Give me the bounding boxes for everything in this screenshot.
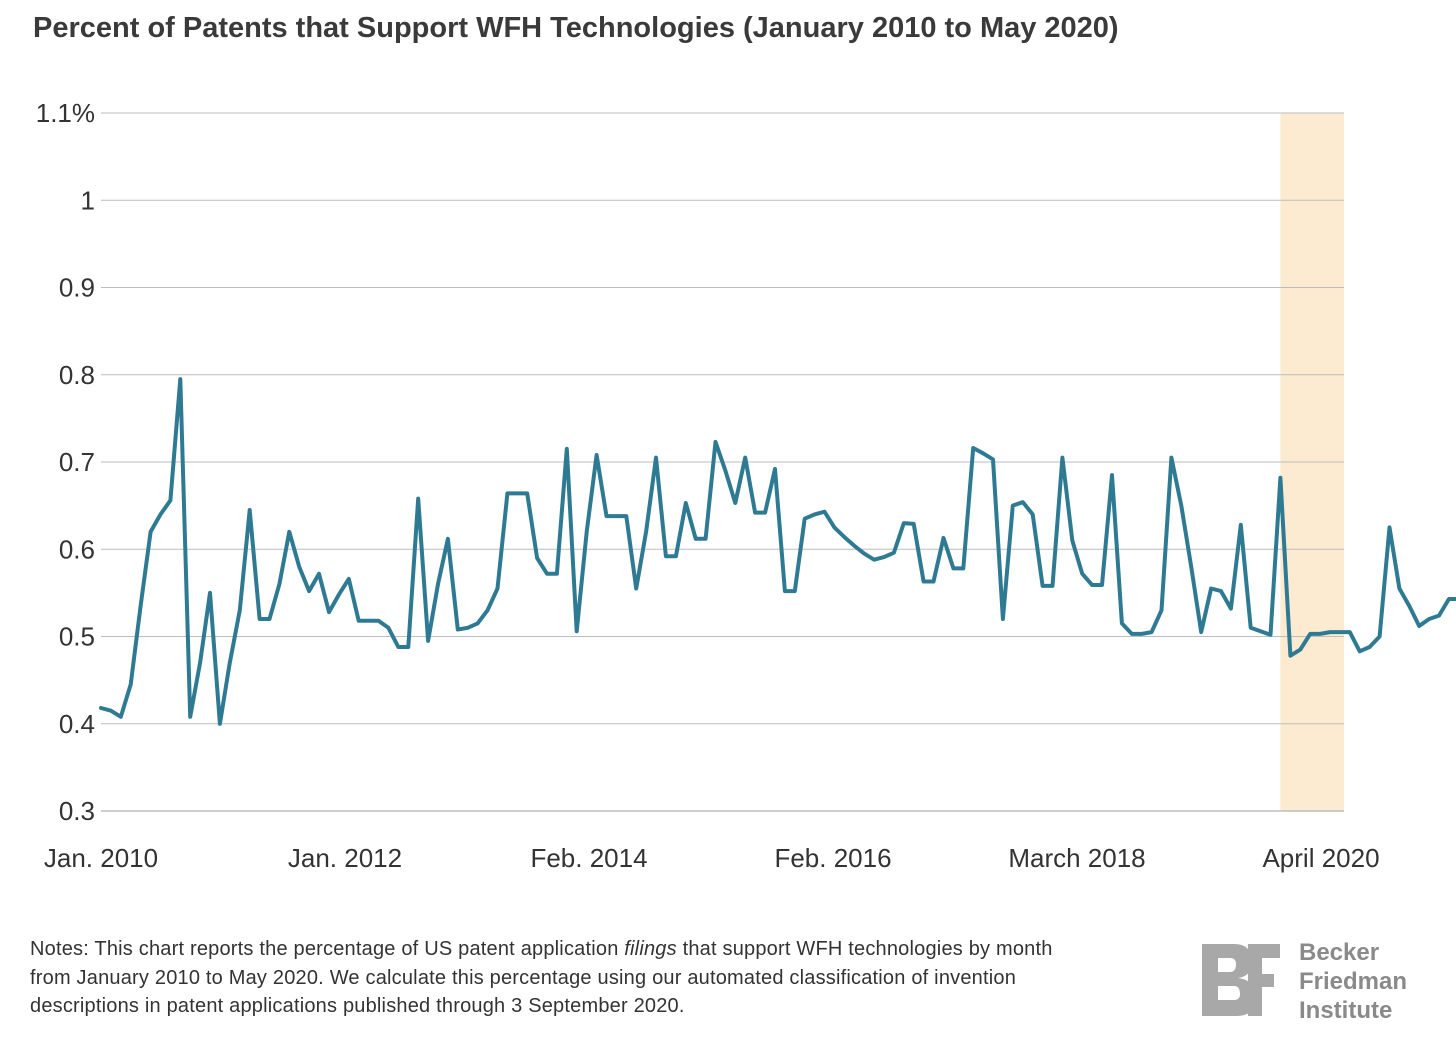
notes-italic-word: filings bbox=[624, 938, 677, 960]
x-tick-label: April 2020 bbox=[1262, 843, 1379, 873]
y-tick-label: 0.5 bbox=[59, 622, 95, 652]
x-tick-label: Feb. 2016 bbox=[774, 843, 891, 873]
y-tick-label: 0.6 bbox=[59, 534, 95, 564]
line-chart: 1.1%10.90.80.70.60.50.40.3 Jan. 2010 Jan.… bbox=[36, 98, 1456, 873]
y-tick-label: 0.3 bbox=[59, 796, 95, 826]
x-axis-ticks: Jan. 2010 Jan. 2012 Feb. 2014 Feb. 2016 Marc… bbox=[44, 843, 1380, 873]
y-tick-label: 1.1% bbox=[36, 98, 95, 128]
becker-friedman-logo: BF Becker Friedman Institute bbox=[1200, 938, 1440, 1028]
y-axis-ticks: 1.1% 1 0.9 0.8 0.7 0.6 0.5 0.4 0.3 bbox=[36, 98, 95, 826]
x-tick-label: Jan. 2012 bbox=[288, 843, 402, 873]
chart-notes: Notes: This chart reports the percentage… bbox=[30, 935, 1080, 1021]
logo-line-friedman: Friedman bbox=[1299, 968, 1408, 995]
gridlines bbox=[101, 112, 1344, 812]
y-tick-label: 1 bbox=[81, 185, 95, 215]
y-tick-label: 0.7 bbox=[59, 447, 95, 477]
logo-line-institute: Institute bbox=[1299, 997, 1393, 1024]
logo-line-becker: Becker bbox=[1299, 939, 1380, 966]
series-line bbox=[99, 377, 1456, 726]
chart-title: Percent of Patents that Support WFH Tech… bbox=[33, 12, 1119, 44]
logo-text: Becker Friedman Institute bbox=[1299, 938, 1407, 1025]
x-tick-label: March 2018 bbox=[1008, 843, 1145, 873]
x-tick-label: Jan. 2010 bbox=[44, 843, 158, 873]
y-tick-label: 0.8 bbox=[59, 360, 95, 390]
notes-text-end: that support WFH technologies by month f… bbox=[30, 938, 1053, 1017]
y-tick-label: 0.9 bbox=[59, 273, 95, 303]
notes-text-start: Notes: This chart reports the percentage… bbox=[30, 938, 625, 960]
x-tick-label: Feb. 2014 bbox=[530, 843, 647, 873]
y-tick-label: 0.4 bbox=[59, 709, 95, 739]
bf-logo-mark-icon: BF bbox=[1202, 944, 1280, 1016]
